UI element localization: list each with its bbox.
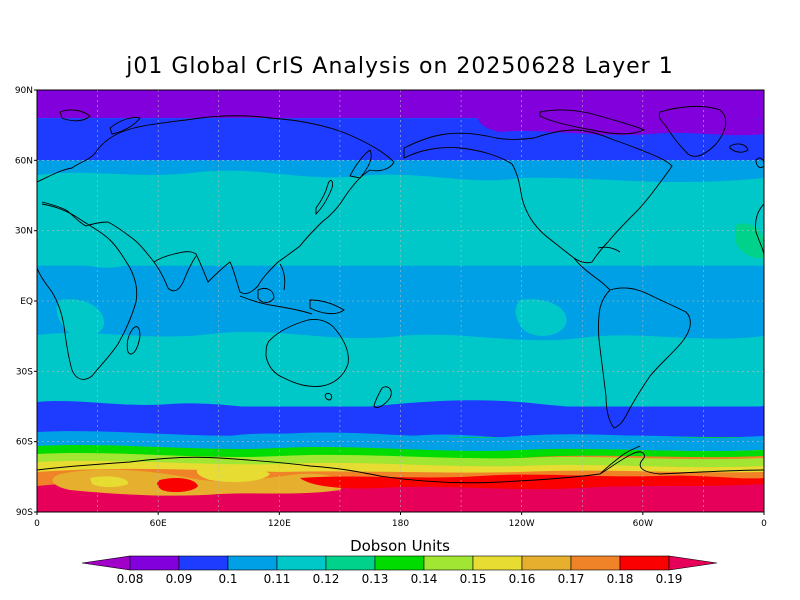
lat-tick-label: 90S (16, 508, 33, 518)
contour-patch (90, 476, 129, 487)
coastline-arctic-islands (539, 109, 646, 135)
coastline-novaya-zemlya (109, 117, 141, 135)
lon-tick-label: 0 (34, 519, 40, 529)
lon-tick-label: 60E (150, 519, 167, 529)
contour-patch (185, 203, 245, 249)
coastline-new-zealand (373, 386, 392, 409)
contour-patch (442, 199, 501, 245)
coastline-central-america (573, 257, 611, 291)
colorbar-label: 0.12 (313, 572, 340, 586)
coastline-iceland (729, 143, 749, 153)
contour-patch (515, 299, 567, 336)
coastline-india (153, 255, 197, 292)
contour-patch (477, 110, 764, 136)
colorbar-swatch (129, 555, 180, 571)
coastline-borneo (257, 287, 275, 303)
graticule (37, 90, 764, 512)
colorbar-label: 0.09 (166, 572, 193, 586)
colorbar-label: 0.13 (362, 572, 389, 586)
colorbar: 0.08 0.09 0.1 0.11 0.12 0.13 0.14 0.15 0.16 0.17 0… (81, 555, 718, 586)
coastlines (37, 105, 764, 484)
colorbar-label: 0.17 (558, 572, 585, 586)
colorbar-swatch (178, 555, 229, 571)
lat-tick-label: 60N (15, 156, 33, 166)
map-title: j01 Global CrIS Analysis on 20250628 Lay… (126, 54, 674, 79)
contour-patch (735, 223, 764, 259)
coastline-tasmania (324, 393, 333, 401)
contour-patch (676, 194, 745, 243)
lat-tick-label: 60S (16, 438, 33, 448)
coastline-new-guinea (309, 299, 345, 315)
colorbar-units-label: Dobson Units (350, 537, 450, 555)
colorbar-under-arrow (81, 555, 131, 571)
contour-patch (52, 469, 343, 496)
lat-tick-label: 30N (15, 227, 33, 237)
lat-tick-label: EQ (20, 297, 33, 307)
contour-patch (196, 465, 270, 482)
lon-tick-label: 120E (268, 519, 291, 529)
lat-tick-label: 90N (15, 86, 33, 96)
coastline-philippines (279, 263, 286, 291)
coastline-madagascar (126, 326, 141, 355)
colorbar-label: 0.14 (411, 572, 438, 586)
colorbar-label: 0.1 (218, 572, 237, 586)
coastline-japan (315, 180, 333, 216)
colorbar-swatch (521, 555, 572, 571)
colorbar-swatch (325, 555, 376, 571)
colorbar-over-arrow (668, 555, 718, 571)
colorbar-swatch (472, 555, 523, 571)
contour-patch (37, 170, 764, 217)
coastline-svalbard (59, 109, 91, 122)
coastline-greenland (658, 105, 727, 157)
coastline-antarctica (37, 451, 764, 484)
colorbar-swatch (227, 555, 278, 571)
colorbar-swatch (619, 555, 670, 571)
coastline-indonesia (239, 295, 313, 315)
lon-tick-label: 0 (761, 519, 767, 529)
colorbar-swatch (570, 555, 621, 571)
coastline-eurasia (37, 115, 395, 295)
lon-tick-label: 60W (633, 519, 653, 529)
colorbar-swatch (423, 555, 474, 571)
colorbar-label: 0.18 (607, 572, 634, 586)
map-plot-area (37, 90, 764, 512)
lat-tick-label: 30S (16, 367, 33, 377)
coastline-kamchatka (349, 149, 372, 179)
contour-patch (300, 474, 764, 490)
colorbar-label: 0.15 (460, 572, 487, 586)
colorbar-swatch (276, 555, 327, 571)
coastline-caribbean (597, 246, 621, 253)
coastline-uk (755, 157, 764, 169)
colorbar-swatch (374, 555, 425, 571)
coastline-africa (37, 203, 138, 380)
coastline-antarctic-peninsula (599, 445, 641, 475)
colorbar-label: 0.19 (656, 572, 683, 586)
lon-tick-label: 180 (392, 519, 409, 529)
contour-patch (157, 478, 198, 493)
coastline-australia (265, 319, 349, 387)
colorbar-label: 0.08 (117, 572, 144, 586)
coastline-north-america (403, 129, 673, 264)
contour-patch (56, 216, 142, 268)
contour-patch (323, 198, 395, 244)
lon-tick-label: 120W (509, 519, 535, 529)
coastline-iberia (755, 203, 764, 257)
colorbar-label: 0.16 (509, 572, 536, 586)
contour-patch (56, 299, 105, 338)
coastline-south-america (598, 287, 691, 429)
colorbar-label: 0.11 (264, 572, 291, 586)
